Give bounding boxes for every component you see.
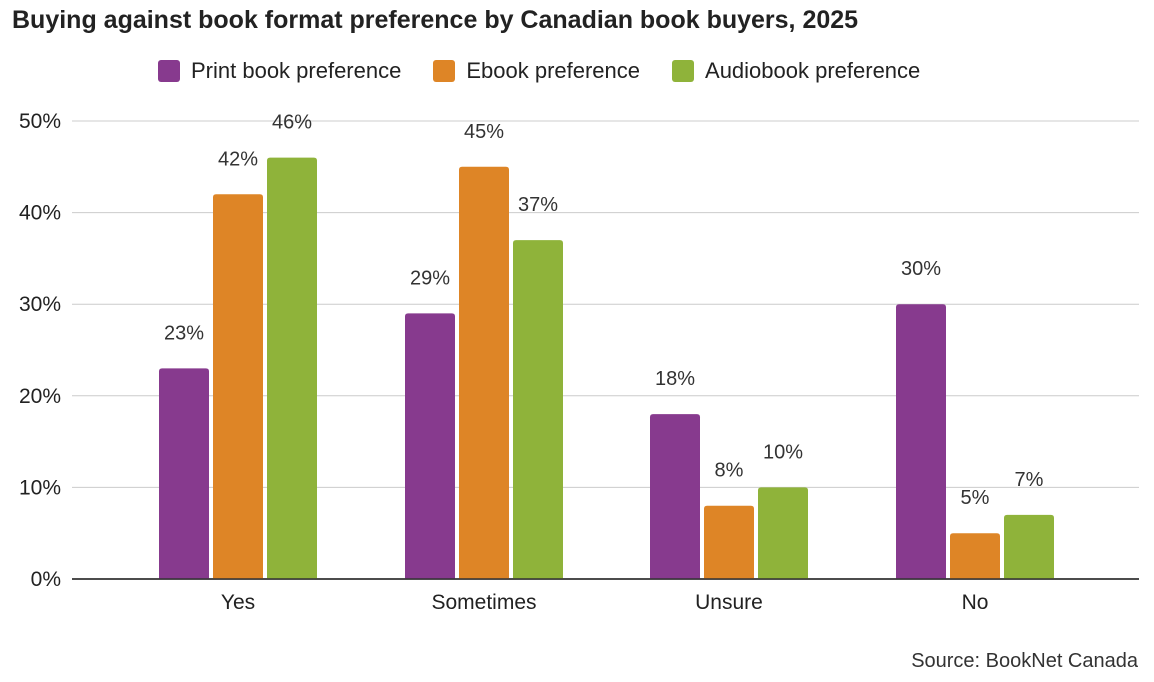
bar <box>758 487 808 579</box>
bar <box>213 194 263 579</box>
legend-swatch-ebook <box>433 60 456 82</box>
bar <box>267 157 317 579</box>
data-label: 42% <box>218 148 258 170</box>
bar <box>405 313 455 579</box>
source-note: Source: BookNet Canada <box>911 650 1138 672</box>
legend-label-ebook: Ebook preference <box>466 58 641 83</box>
legend-item-ebook: Ebook preference <box>433 58 640 84</box>
data-label: 7% <box>1015 469 1044 491</box>
data-label: 8% <box>715 460 744 482</box>
bar <box>650 414 700 579</box>
bar <box>513 240 563 579</box>
bar <box>159 368 209 579</box>
x-tick-label: Sometimes <box>431 591 536 614</box>
data-label: 10% <box>763 441 803 463</box>
data-label: 18% <box>655 368 695 390</box>
data-label: 46% <box>272 112 312 134</box>
x-tick-label: Unsure <box>695 591 763 614</box>
x-tick-label: No <box>962 591 989 614</box>
bar <box>950 533 1000 579</box>
legend-item-audiobook: Audiobook preference <box>672 58 920 84</box>
legend-label-audiobook: Audiobook preference <box>705 58 921 83</box>
data-label: 30% <box>901 258 941 280</box>
y-tick-label: 30% <box>19 293 61 316</box>
legend-item-print: Print book preference <box>158 58 401 84</box>
chart-title: Buying against book format preference by… <box>12 6 859 34</box>
data-label: 29% <box>410 267 450 289</box>
bar <box>896 304 946 579</box>
legend: Print book preference Ebook preference A… <box>158 58 952 84</box>
y-tick-label: 40% <box>19 202 61 225</box>
data-label: 37% <box>518 194 558 216</box>
x-tick-label: Yes <box>221 591 255 614</box>
data-label: 23% <box>164 322 204 344</box>
y-tick-label: 20% <box>19 385 61 408</box>
bar <box>704 505 754 579</box>
legend-swatch-audiobook <box>672 60 695 82</box>
data-label: 5% <box>961 487 990 509</box>
bar <box>1004 514 1054 579</box>
bar <box>459 166 509 580</box>
y-tick-label: 10% <box>19 476 61 499</box>
y-tick-label: 50% <box>19 110 61 133</box>
legend-swatch-print <box>158 60 180 82</box>
legend-label-print: Print book preference <box>191 58 402 83</box>
y-tick-label: 0% <box>31 568 61 591</box>
data-label: 45% <box>464 121 504 143</box>
